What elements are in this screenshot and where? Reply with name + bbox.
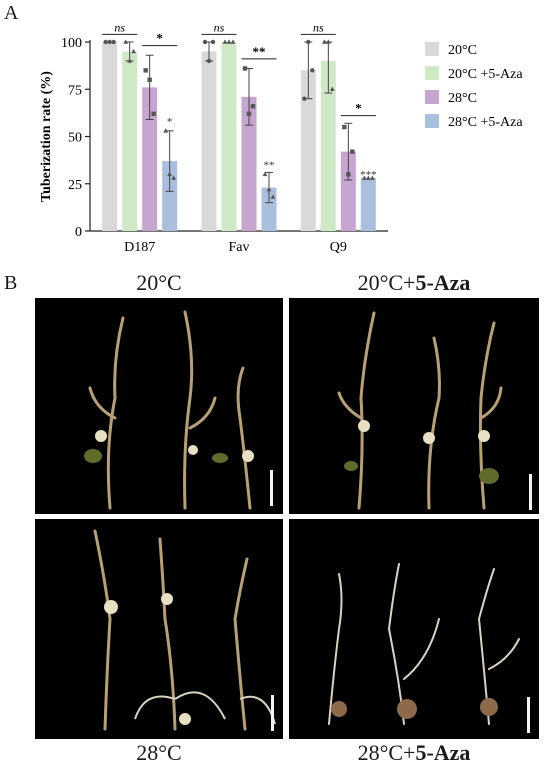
panel-a-letter: A (4, 2, 19, 24)
bar (241, 96, 257, 231)
plant-illustration (337, 311, 503, 510)
data-point (202, 39, 208, 45)
plant-illustration (93, 529, 276, 731)
legend-label: 20°C +5-Aza (448, 67, 523, 82)
photo-20c (35, 298, 283, 514)
category-label: Fav (229, 240, 250, 255)
significance-label: * (167, 116, 173, 128)
data-point (242, 66, 248, 71)
data-point (210, 39, 216, 45)
category-label: Q9 (330, 240, 347, 255)
significance-label: *** (360, 169, 377, 181)
tuberization-bar-chart: 0 25 50 75 100 Tuberization rate (%) D187 Fav Q9… (39, 20, 523, 255)
photo-label-20c: 20°C (136, 270, 182, 295)
plant-illustration (328, 563, 520, 725)
bar (360, 178, 376, 231)
photo-label-20c-aza: 20°C+5-Aza (357, 270, 471, 295)
y-tick-label: 25 (68, 178, 82, 193)
data-point (342, 124, 347, 130)
scale-bar (271, 695, 274, 731)
data-point (350, 149, 355, 154)
data-point (123, 39, 129, 44)
data-point (266, 186, 272, 192)
bar (201, 51, 217, 232)
data-point (310, 68, 315, 73)
data-point (262, 171, 268, 177)
data-point (111, 39, 116, 45)
data-point (346, 172, 351, 177)
bar (122, 51, 138, 232)
photo-28c-aza (289, 519, 539, 739)
data-point (107, 39, 112, 45)
data-point (302, 96, 307, 101)
legend-swatch (425, 42, 439, 56)
data-point (306, 39, 311, 45)
data-point (131, 48, 137, 54)
data-point (143, 68, 148, 73)
comparison-label: ns (214, 20, 225, 34)
legend-label: 28°C (448, 91, 477, 106)
significance-label: ** (264, 159, 275, 171)
data-point (171, 175, 177, 180)
data-point (222, 39, 228, 44)
y-tick-label: 50 (68, 131, 82, 146)
data-point (167, 171, 173, 177)
photo-label-28c: 28°C (136, 740, 182, 765)
bar (102, 42, 118, 231)
plant-illustration (84, 310, 254, 510)
photo-28c (35, 519, 283, 739)
comparison-label: ns (114, 20, 125, 34)
data-point (226, 39, 232, 44)
photo-label-28c-aza: 28°C+5-Aza (357, 740, 471, 765)
data-point (127, 58, 133, 63)
bar (300, 70, 316, 231)
category-label: D187 (124, 240, 155, 255)
data-point (147, 77, 152, 82)
comparison-label: * (355, 101, 362, 116)
y-axis-label: Tuberization rate (%) (39, 71, 54, 202)
data-point (369, 175, 375, 180)
data-point (361, 175, 367, 180)
data-point (270, 194, 276, 199)
legend-label: 20°C (448, 43, 477, 58)
comparison-label: ** (253, 44, 266, 59)
scale-bar (527, 697, 530, 733)
comparison-label: ns (313, 20, 324, 34)
legend-swatch (425, 114, 439, 128)
data-point (230, 39, 236, 44)
legend-label: 28°C +5-Aza (448, 115, 523, 130)
legend-swatch (425, 66, 439, 80)
y-tick-label: 75 (68, 83, 82, 98)
legend-swatch (425, 90, 439, 104)
bar (142, 87, 158, 231)
bar (221, 42, 237, 231)
panel-b-letter: B (4, 272, 18, 294)
data-point (206, 58, 212, 64)
scale-bar (270, 470, 273, 506)
data-point (103, 39, 108, 45)
data-point (151, 111, 156, 117)
y-tick-label: 0 (75, 225, 82, 240)
bar (320, 60, 336, 232)
data-point (365, 175, 371, 180)
data-point (246, 111, 252, 117)
scale-bar (529, 474, 532, 510)
comparison-label: * (156, 31, 163, 46)
data-point (329, 86, 335, 92)
data-point (250, 104, 256, 109)
bar (340, 151, 356, 231)
data-point (325, 39, 331, 44)
data-point (163, 128, 169, 133)
y-tick-label: 100 (61, 36, 82, 51)
data-point (321, 39, 327, 44)
photo-20c-aza (289, 298, 539, 514)
